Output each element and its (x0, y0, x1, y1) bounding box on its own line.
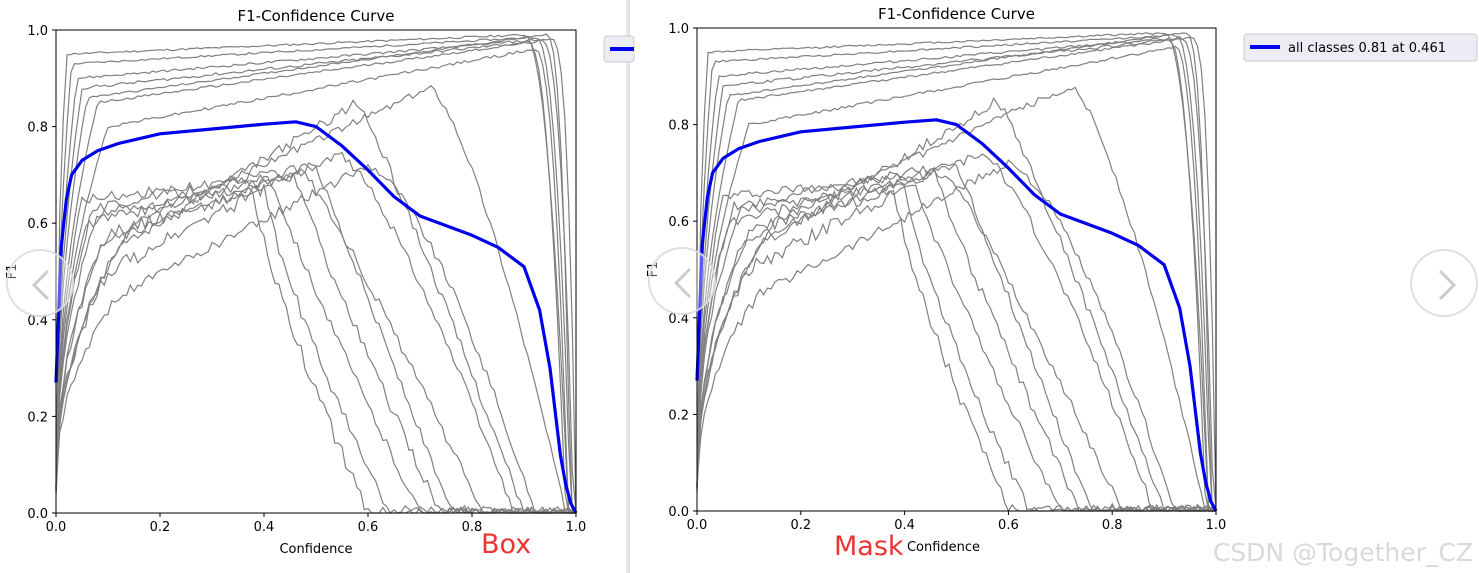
x-tick-label: 0.2 (150, 520, 171, 535)
chart-title: F1-Confidence Curve (878, 5, 1035, 23)
class-curve-11 (696, 166, 1216, 513)
x-tick-label: 1.0 (566, 520, 587, 535)
class-curve-5 (55, 33, 576, 514)
y-tick-label: 0.0 (668, 505, 689, 520)
x-tick-label: 0.4 (254, 520, 275, 535)
class-curve-15 (696, 153, 1217, 512)
class-curve-6 (55, 38, 577, 514)
chart-title: F1-Confidence Curve (238, 7, 395, 25)
class-curve-5 (696, 32, 1216, 512)
class-curve-4 (55, 40, 577, 514)
y-tick-label: 0.8 (27, 121, 48, 136)
chevron-right-icon (1438, 269, 1457, 301)
next-button[interactable] (1410, 249, 1478, 317)
class-curve-4 (696, 38, 1217, 512)
x-tick-label: 0.8 (1102, 518, 1123, 533)
previous-right-button[interactable] (648, 247, 716, 315)
class-curve-16 (696, 159, 1217, 512)
caption-box: Box (481, 529, 532, 560)
x-tick-label: 1.0 (1206, 518, 1227, 533)
x-axis-label: Confidence (907, 540, 980, 555)
class-curve-9 (696, 97, 1217, 512)
x-tick-label: 0.6 (998, 518, 1019, 533)
x-axis-label: Confidence (279, 542, 352, 557)
class-curve-7 (55, 49, 576, 514)
x-tick-label: 0.8 (462, 520, 483, 535)
x-tick-label: 0.6 (358, 520, 379, 535)
previous-left-button[interactable] (6, 249, 74, 317)
y-tick-label: 0.8 (668, 119, 689, 134)
class-curve-16 (55, 163, 577, 514)
class-curve-15 (55, 151, 577, 514)
class-curve-7 (696, 45, 1217, 512)
y-tick-label: 0.4 (668, 312, 689, 327)
series-all-classes-line (54, 120, 578, 514)
class-curve-3 (55, 38, 577, 512)
chart-panel-1: 0.0 0.2 0.4 0.6 0.8 1.0 0.0 0.2 0.4 0.6 0.8 1.0 F1-C… (5, 7, 635, 557)
class-curve-1 (55, 33, 577, 514)
y-tick-label: 0.6 (668, 215, 689, 230)
chevron-left-icon (673, 267, 692, 299)
class-curve-3 (696, 35, 1217, 510)
legend: all classes 0.81 at 0.461 (1243, 33, 1478, 62)
y-tick-label: 0.6 (27, 217, 48, 232)
legend-entry: all classes 0.81 at 0.461 (1288, 41, 1446, 56)
caption-mask: Mask (834, 531, 904, 562)
legend-box (1243, 33, 1478, 62)
legend (603, 35, 635, 63)
class-curve-2 (696, 34, 1216, 511)
class-curve-1 (696, 32, 1217, 512)
plot-area (697, 28, 1216, 511)
watermark: CSDN @Together_CZ (1212, 538, 1473, 567)
class-curves (55, 33, 577, 515)
class-curve-8 (55, 85, 576, 514)
x-tick-label: 0.2 (790, 518, 811, 533)
panel-divider (626, 0, 630, 573)
x-tick-label: 0.0 (687, 518, 708, 533)
y-tick-label: 0.4 (27, 314, 48, 329)
class-curve-6 (696, 36, 1217, 511)
chart-panel-2: 0.0 0.2 0.4 0.6 0.8 1.0 0.0 0.2 0.4 0.6 0.8 1.0 F1-C… (646, 5, 1478, 555)
x-tick-label: 0.0 (46, 520, 67, 535)
y-tick-label: 0.2 (668, 408, 689, 423)
y-tick-label: 0.0 (27, 507, 48, 522)
plot-area (56, 30, 576, 513)
class-curves (696, 32, 1217, 513)
y-tick-label: 0.2 (27, 410, 48, 425)
class-curve-17 (55, 192, 577, 515)
series-all-classes-line (695, 118, 1218, 512)
class-curve-17 (696, 189, 1216, 513)
class-curve-2 (55, 36, 577, 514)
x-tick-label: 0.4 (894, 518, 915, 533)
y-tick-label: 1.0 (27, 24, 48, 39)
chevron-left-icon (31, 269, 50, 301)
class-curve-13 (696, 163, 1217, 512)
y-tick-label: 1.0 (668, 22, 689, 37)
